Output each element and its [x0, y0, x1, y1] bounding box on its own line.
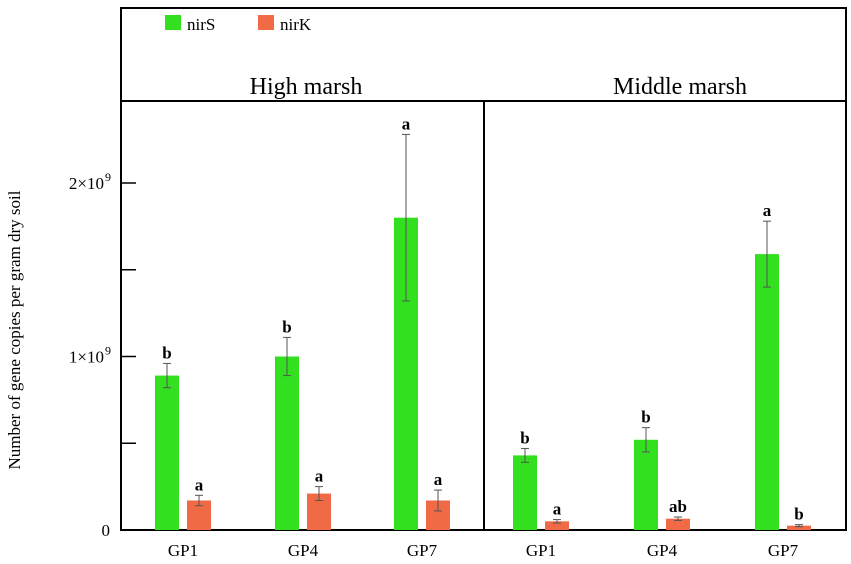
x-axis: GP1 GP4 GP7 GP1 GP4 GP7	[168, 541, 799, 560]
bar-p1-GP4-nirK	[666, 518, 690, 530]
x-tick-label-p0-GP4: GP4	[288, 541, 319, 560]
legend-swatch-nirK	[258, 15, 274, 30]
y-tick-label-2: 1×10	[69, 348, 104, 367]
significance-letter-p1-GP7-nirK: b	[794, 505, 803, 524]
significance-letter-p1-GP1-nirS: b	[520, 428, 529, 447]
significance-letter-p0-GP1-nirS: b	[162, 343, 171, 362]
bar-p1-GP1-nirS	[513, 455, 537, 530]
significance-letter-p1-GP7-nirS: a	[763, 201, 772, 220]
bar-p1-GP7-nirS	[755, 254, 779, 530]
significance-letter-p0-GP4-nirK: a	[315, 467, 324, 486]
x-tick-label-p0-GP7: GP7	[407, 541, 438, 560]
bar-p1-GP7-nirK	[787, 525, 811, 530]
significance-letter-p0-GP4-nirS: b	[282, 317, 291, 336]
y-axis-label: Number of gene copies per gram dry soil	[5, 190, 24, 469]
y-tick-label-0: 0	[102, 521, 111, 540]
bar-p1-GP4-nirS	[634, 439, 658, 530]
x-tick-label-p1-GP1: GP1	[526, 541, 556, 560]
y-tick-exponent-2: 9	[105, 344, 111, 358]
x-tick-label-p1-GP4: GP4	[647, 541, 678, 560]
significance-letter-p1-GP1-nirK: a	[553, 500, 562, 519]
significance-letter-p0-GP1-nirK: a	[195, 475, 204, 494]
legend-label-nirS: nirS	[187, 15, 215, 34]
y-tick-label-4: 2×10	[69, 174, 104, 193]
significance-letter-p0-GP7-nirK: a	[434, 470, 443, 489]
significance-letter-p1-GP4-nirK: ab	[669, 497, 687, 516]
legend: nirS nirK	[165, 15, 312, 34]
bar-p0-GP4-nirS	[275, 356, 299, 530]
legend-label-nirK: nirK	[280, 15, 312, 34]
bar-p1-GP1-nirK	[545, 521, 569, 530]
panel-title-middle-marsh: Middle marsh	[613, 74, 747, 100]
y-axis: 01×10 92×10 9	[69, 170, 136, 540]
significance-letter-p1-GP4-nirS: b	[641, 408, 650, 427]
x-tick-label-p0-GP1: GP1	[168, 541, 198, 560]
significance-letter-p0-GP7-nirS: a	[402, 114, 411, 133]
x-tick-label-p1-GP7: GP7	[768, 541, 799, 560]
y-tick-exponent-4: 9	[105, 170, 111, 184]
bar-p0-GP1-nirS	[155, 375, 179, 530]
legend-swatch-nirS	[165, 15, 181, 30]
panel-title-high-marsh: High marsh	[250, 74, 363, 100]
